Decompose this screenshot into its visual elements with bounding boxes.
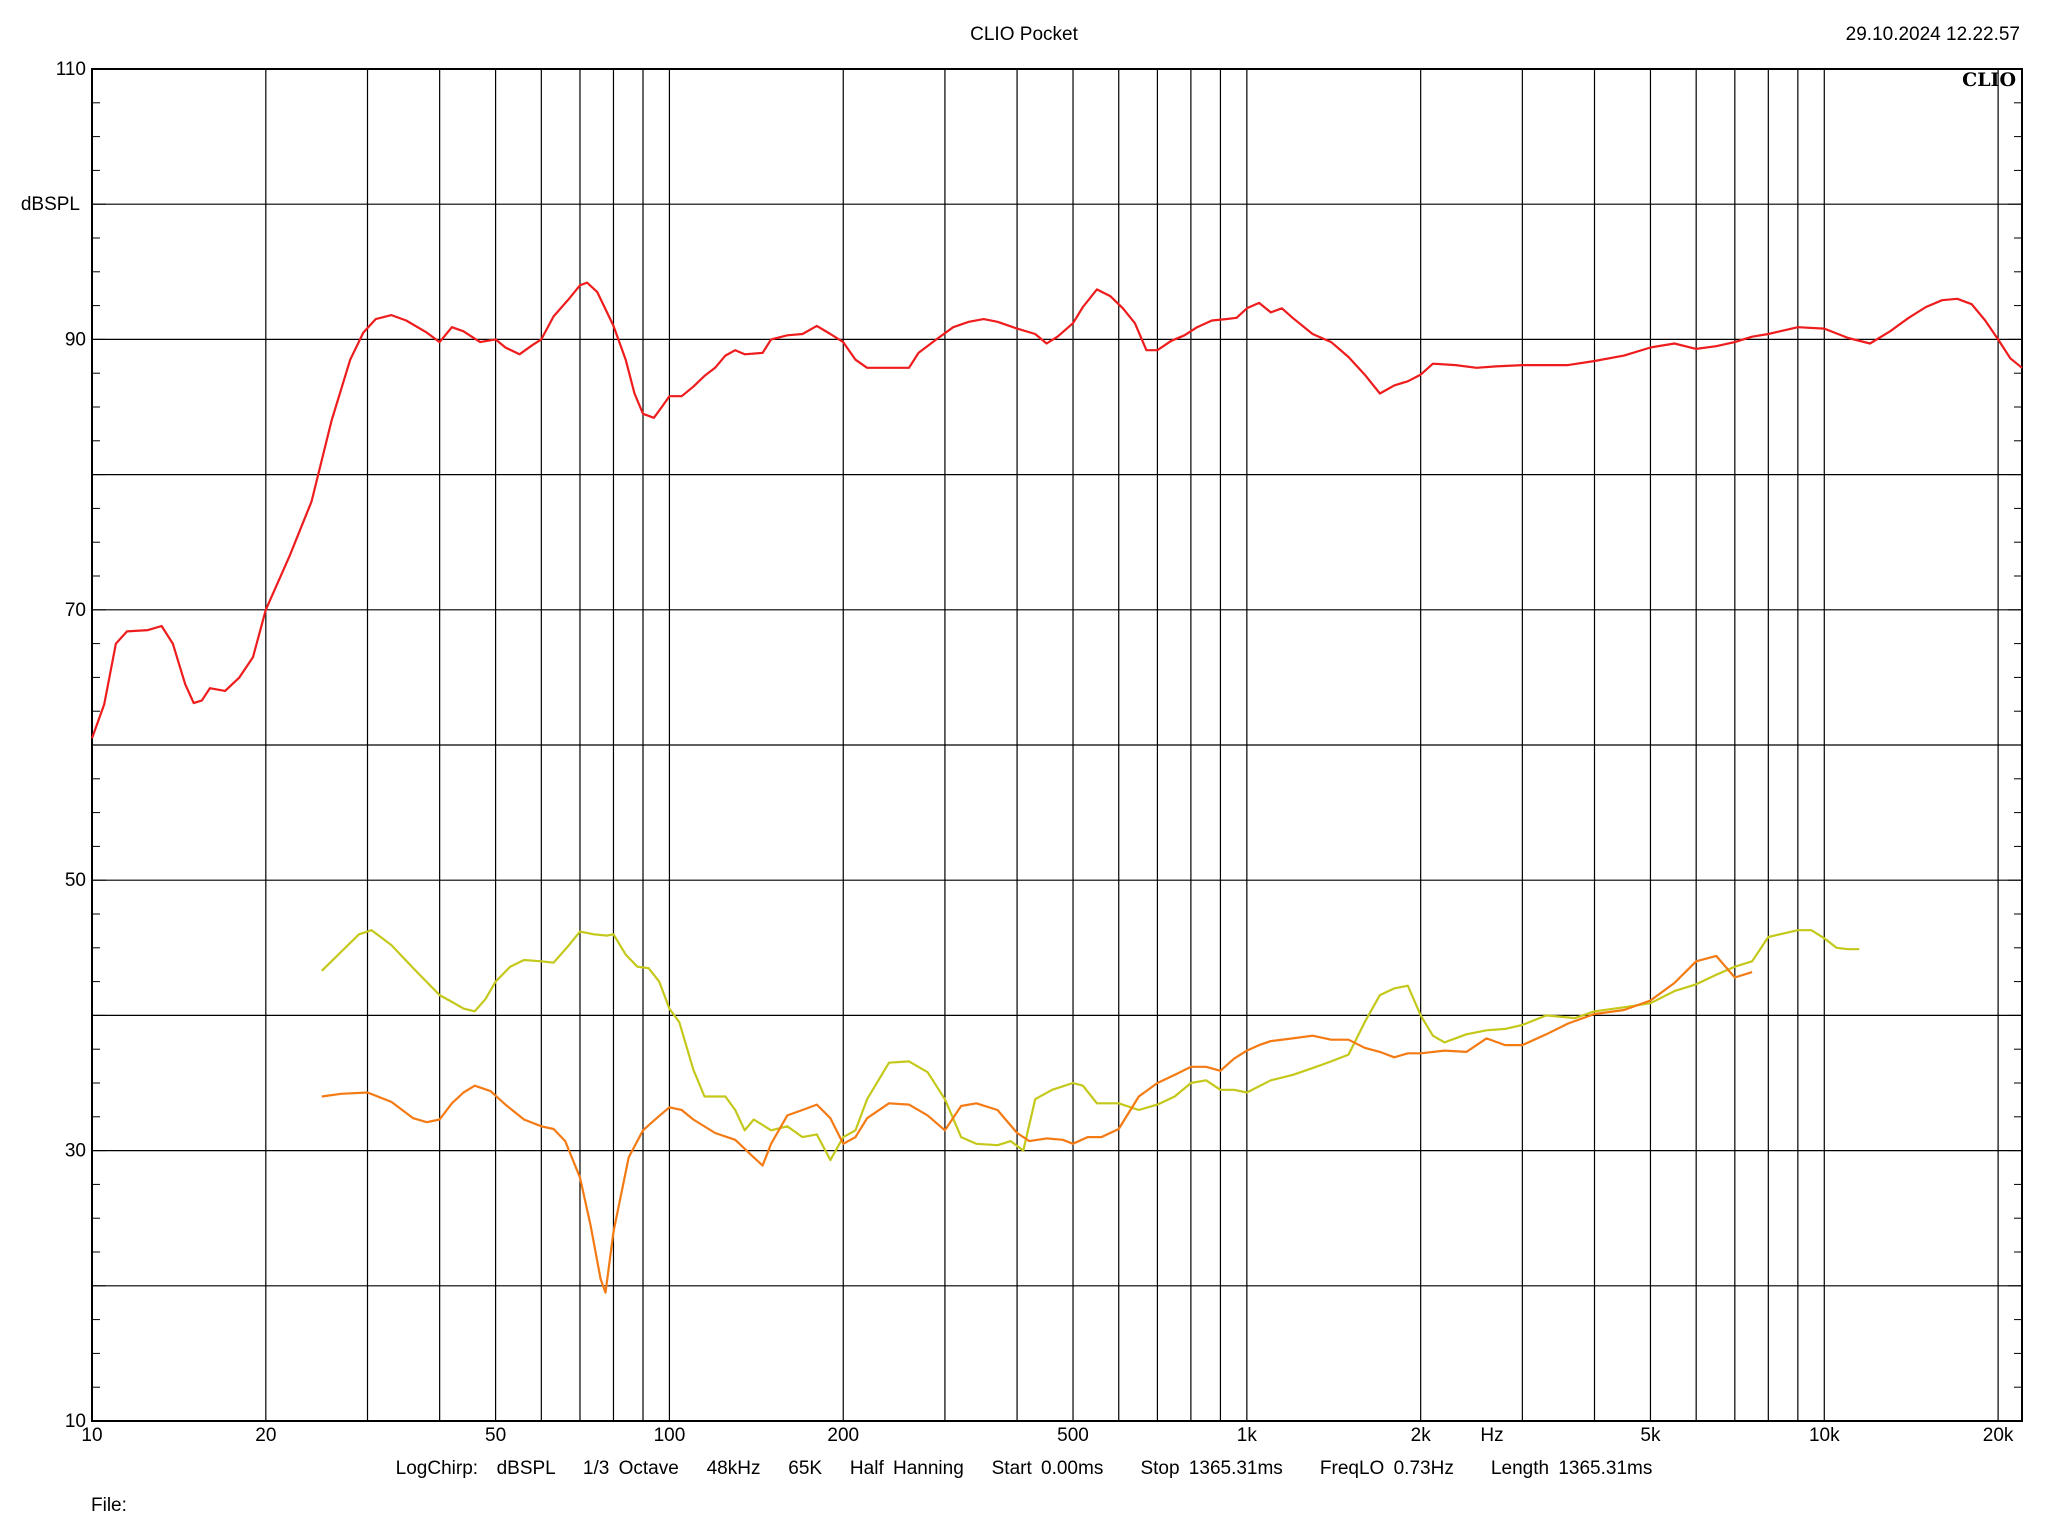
- y-minor-ticks: [92, 68, 2022, 1422]
- series-line-2: [321, 929, 1860, 1162]
- x-tick-label: 10: [81, 1425, 102, 1446]
- y-tick-label: 30: [65, 1141, 86, 1162]
- x-tick-label: 500: [1057, 1425, 1089, 1446]
- x-axis-label: Hz: [1480, 1425, 1503, 1446]
- y-axis-label: dBSPL: [21, 194, 80, 215]
- file-label: File:: [91, 1495, 127, 1516]
- x-tick-label: 20: [255, 1425, 276, 1446]
- series-line-1: [90, 281, 2023, 739]
- clio-logo: CLIO: [1962, 69, 2016, 91]
- y-tick-label: 10: [65, 1411, 86, 1432]
- y-tick-label: 50: [65, 870, 86, 891]
- x-tick-label: 20k: [1983, 1425, 2014, 1446]
- x-tick-label: 1k: [1237, 1425, 1258, 1446]
- x-tick-label: 200: [827, 1425, 859, 1446]
- y-tick-label: 110: [56, 59, 86, 80]
- y-tick-label: 70: [65, 600, 86, 621]
- y-tick-labels: 10 30 50 70 90 110: [56, 59, 86, 1432]
- series-line-3: [321, 954, 1753, 1294]
- measurement-datestamp: 29.10.2024 12.22.57: [1845, 24, 2020, 45]
- x-tick-label: 2k: [1411, 1425, 1432, 1446]
- x-tick-label: 50: [485, 1425, 506, 1446]
- measurement-settings: LogChirp: dBSPL 1/3 Octave 48kHz 65K Hal…: [395, 1458, 1653, 1479]
- y-tick-label: 90: [65, 329, 86, 350]
- x-tick-label: 10k: [1809, 1425, 1840, 1446]
- major-gridlines: [92, 69, 2022, 1421]
- x-tick-label: 100: [654, 1425, 686, 1446]
- x-tick-label: 5k: [1640, 1425, 1661, 1446]
- x-tick-labels: 10 20 50 100 200 500 1k 2k 5k 10k 20k: [81, 1425, 2013, 1446]
- chart-title: CLIO Pocket: [970, 24, 1078, 45]
- series-layer: [90, 281, 2023, 1294]
